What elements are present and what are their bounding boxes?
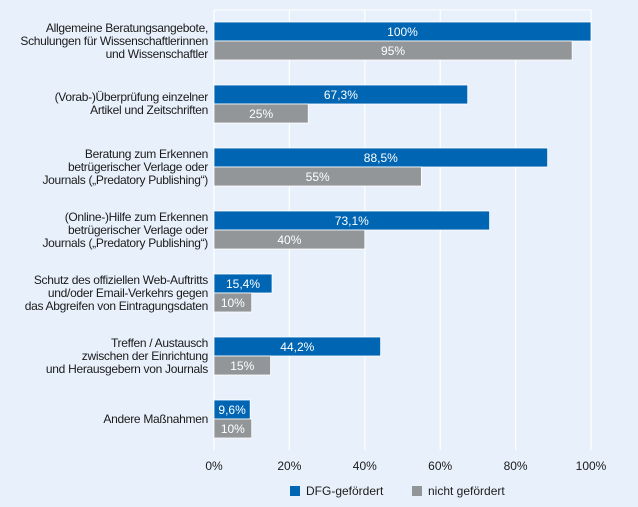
category-label: Andere Maßnahmen	[103, 411, 208, 426]
category-label: Beratung zum Erkennen betrügerischer Verl…	[42, 146, 208, 187]
legend-item-nicht: nicht gefördert	[412, 484, 505, 498]
category-label: Allgemeine Beratungsangebote, Schulungen …	[20, 20, 209, 61]
category-label-line: betrügerischer Verlage oder	[68, 159, 208, 174]
bar-value-label: 100%	[387, 25, 418, 39]
bar-nicht	[213, 355, 271, 376]
bar-value-label: 10%	[221, 422, 245, 436]
bar-value-label: 73,1%	[335, 214, 369, 228]
category-label: Schutz des offiziellen Web-Auftritts und/…	[24, 272, 209, 313]
category-label-line: Artikel und Zeitschriften	[90, 103, 208, 117]
bar-value-label: 55%	[306, 170, 330, 184]
x-tick-label: 100%	[576, 459, 607, 473]
bar-dfg	[213, 336, 382, 357]
bar-value-label: 15%	[230, 359, 254, 373]
legend-swatch-dfg	[290, 486, 300, 496]
bar-nicht	[213, 229, 366, 250]
category-label-line: Beratung zum Erkennen	[84, 146, 208, 161]
category-label-line: und/oder Email-Verkehrs gegen	[47, 285, 208, 300]
x-tick-label: 0%	[205, 459, 223, 473]
bar-value-label: 95%	[381, 44, 405, 58]
category-label-line: und Wissenschaftler	[105, 46, 209, 61]
category-label-line: Schutz des offiziellen Web-Auftritts	[33, 272, 208, 287]
legend-label-dfg: DFG-gefördert	[306, 484, 384, 498]
category-label: Treffen / Austausch zwischen der Einricht…	[45, 335, 209, 376]
category-label-line: das Abgreifen von Eintragungsdaten	[24, 298, 209, 313]
bar-nicht	[213, 40, 573, 61]
category-label-line: Allgemeine Beratungsangebote,	[45, 20, 208, 35]
category-label-line: zwischen der Einrichtung	[81, 348, 209, 363]
bar-nicht	[213, 103, 309, 124]
x-tick-label: 20%	[277, 459, 301, 473]
category-label-line: Journals („Predatory Publishing“)	[42, 235, 208, 250]
bar-value-label: 10%	[221, 296, 245, 310]
category-label-line: (Online-)Hilfe zum Erkennen	[64, 209, 209, 224]
bar-nicht	[213, 418, 253, 439]
category-label: (Online-)Hilfe zum Erkennen betrügerische…	[42, 209, 209, 250]
category-label-line: Treffen / Austausch	[110, 335, 208, 350]
bar-value-label: 67,3%	[324, 88, 358, 102]
bar-nicht	[213, 166, 422, 187]
category-label-line: betrügerischer Verlage oder	[68, 222, 208, 237]
category-label-line: Schulungen für Wissenschaftlerinnen	[20, 33, 208, 48]
bar-dfg	[213, 84, 469, 105]
x-tick-label: 40%	[353, 459, 377, 473]
bars: 100% 95% 67,3% 25% 88,5% 55% 73,1% 40% 15,4% 10% 4…	[213, 21, 592, 439]
x-tick-label: 80%	[504, 459, 528, 473]
bar-value-label: 88,5%	[364, 151, 398, 165]
bar-value-label: 9,6%	[218, 403, 246, 417]
bar-value-label: 44,2%	[280, 340, 314, 354]
category-label-line: und Herausgebern von Journals	[45, 361, 208, 376]
x-axis-ticks: 0% 20% 40% 60% 80% 100%	[205, 459, 606, 473]
x-tick-label: 60%	[428, 459, 452, 473]
category-label-line: Journals („Predatory Publishing“)	[42, 172, 208, 187]
legend-label-nicht: nicht gefördert	[428, 484, 505, 498]
bar-nicht	[213, 292, 253, 313]
category-label-line: Andere Maßnahmen	[103, 411, 208, 426]
category-label: (Vorab-)Überprüfung einzelner Artikel und…	[54, 90, 209, 117]
bar-value-label: 40%	[277, 233, 301, 247]
legend-swatch-nicht	[412, 486, 422, 496]
bar-value-label: 25%	[249, 107, 273, 121]
legend-item-dfg: DFG-gefördert	[290, 484, 383, 498]
bar-value-label: 15,4%	[226, 277, 260, 291]
category-label-line: (Vorab-)Überprüfung einzelner	[54, 90, 209, 104]
